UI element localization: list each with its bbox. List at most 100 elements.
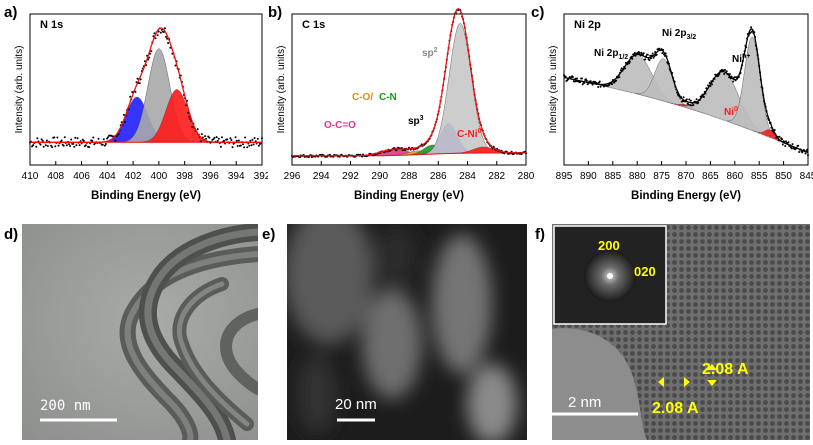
data-point — [242, 143, 244, 146]
data-point — [44, 144, 47, 147]
data-point — [661, 52, 664, 55]
x-tick-label: 280 — [518, 171, 534, 182]
x-tick-label: 394 — [228, 171, 245, 182]
scale-bar-label: 20 nm — [335, 396, 377, 413]
data-point — [618, 76, 621, 79]
data-point — [91, 139, 94, 142]
data-point — [223, 139, 225, 142]
data-point — [248, 144, 251, 147]
data-point — [781, 143, 784, 146]
peak-annotation: Ni 2p3/2 — [662, 28, 696, 41]
data-point — [156, 34, 159, 37]
x-tick-label: 292 — [342, 171, 359, 182]
data-point — [697, 101, 700, 104]
data-point — [750, 30, 753, 33]
y-axis-label: Intensity (arb. units) — [14, 46, 25, 134]
data-point — [573, 80, 576, 83]
data-point — [188, 115, 191, 118]
envelope-line — [292, 8, 526, 157]
data-point — [70, 138, 73, 141]
data-point — [78, 144, 81, 147]
data-point — [688, 98, 691, 101]
data-point — [711, 83, 713, 86]
panel-label-d: d) — [4, 226, 19, 243]
data-point — [75, 144, 78, 147]
data-point — [36, 137, 39, 140]
data-point — [219, 145, 222, 148]
data-point — [230, 139, 233, 141]
x-tick-label: 286 — [430, 171, 447, 182]
data-point — [32, 144, 35, 147]
data-point — [244, 136, 247, 139]
x-tick-label: 895 — [556, 171, 573, 182]
data-point — [251, 138, 254, 141]
lattice-arrow — [707, 380, 717, 386]
data-point — [750, 26, 753, 29]
panel-label-f: f) — [535, 226, 545, 243]
chart-title: C 1s — [302, 19, 325, 31]
data-point — [103, 144, 106, 147]
data-point — [655, 53, 658, 56]
data-point — [243, 146, 246, 149]
data-point — [252, 143, 255, 146]
hrtem-image-panel: 200 020 2.08 A 2.08 A 2 nm — [552, 224, 810, 440]
data-point — [237, 139, 240, 142]
data-point — [204, 135, 207, 138]
data-point — [646, 53, 649, 56]
y-axis-label: Intensity (arb. units) — [276, 46, 287, 134]
data-point — [585, 79, 588, 82]
data-point — [695, 98, 698, 101]
peak-annotation: C-Ni0 — [457, 128, 482, 140]
data-point — [220, 136, 223, 139]
x-tick-label: 855 — [751, 171, 768, 182]
data-point — [733, 76, 736, 79]
x-tick-label: 296 — [284, 171, 301, 182]
peak-annotation: C-N — [379, 92, 397, 103]
data-point — [807, 154, 809, 157]
lattice-arrow — [684, 377, 690, 387]
tem-nanotube-image — [22, 224, 258, 440]
data-point — [597, 86, 600, 88]
data-point — [213, 136, 216, 139]
data-point — [638, 52, 641, 55]
data-point — [576, 77, 578, 80]
x-axis-label: Binding Energy (eV) — [91, 190, 201, 202]
c1s-xps-chart: 296 294 292 290 288 286 284 282 280 Binding Energ… — [276, 8, 534, 202]
data-point — [76, 137, 79, 140]
data-point — [797, 144, 800, 147]
data-point — [689, 104, 692, 106]
x-tick-label: 890 — [580, 171, 597, 182]
data-point — [134, 90, 137, 93]
x-axis-label: Binding Energy (eV) — [631, 190, 741, 202]
x-axis-label: Binding Energy (eV) — [354, 190, 464, 202]
data-point — [728, 73, 731, 76]
lattice-arrow — [707, 364, 717, 370]
data-point — [68, 143, 70, 146]
data-point — [791, 143, 794, 146]
fft-label-200: 200 — [598, 238, 620, 253]
data-point — [580, 77, 583, 80]
data-point — [611, 83, 613, 86]
data-point — [395, 149, 398, 152]
x-tick-label: 865 — [702, 171, 719, 182]
data-point — [247, 142, 250, 145]
data-point — [139, 78, 142, 81]
data-point — [234, 136, 237, 139]
data-point — [735, 76, 738, 79]
data-point — [154, 37, 157, 40]
data-point — [205, 137, 208, 140]
d-spacing-label-2: 2.08 A — [652, 400, 699, 417]
data-point — [804, 152, 807, 155]
data-point — [42, 145, 45, 148]
data-point — [778, 135, 781, 138]
data-point — [216, 139, 219, 142]
data-point — [215, 136, 218, 139]
data-point — [41, 139, 44, 142]
data-point — [250, 144, 253, 147]
data-point — [199, 140, 202, 143]
data-point — [123, 121, 126, 124]
data-point — [806, 148, 809, 151]
data-point — [136, 77, 139, 80]
fft-label-020: 020 — [634, 264, 656, 279]
data-point — [217, 137, 220, 140]
